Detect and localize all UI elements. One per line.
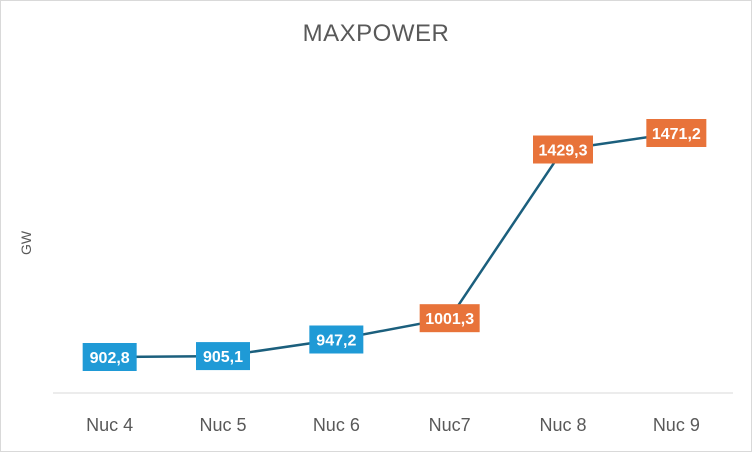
data-label-box xyxy=(309,325,364,354)
data-label-box xyxy=(82,343,137,371)
x-tick-label: Nuc 9 xyxy=(653,415,700,435)
data-label: 902,8 xyxy=(90,350,130,367)
x-tick-label: Nuc 8 xyxy=(539,415,586,435)
x-tick-label: Nuc 6 xyxy=(313,415,360,435)
x-tick-label: Nuc 4 xyxy=(86,415,133,435)
data-label-box xyxy=(646,119,707,147)
data-label-box xyxy=(419,304,480,333)
data-label: 1471,2 xyxy=(652,126,701,143)
chart-title: MAXPOWER xyxy=(302,20,450,47)
data-label: 905,1 xyxy=(203,349,243,366)
data-label-box xyxy=(196,342,250,371)
series-line xyxy=(109,131,677,359)
data-label: 1001,3 xyxy=(425,311,474,328)
data-label: 947,2 xyxy=(316,333,356,350)
data-label: 1429,3 xyxy=(539,143,588,160)
x-tick-label: Nuc 5 xyxy=(199,415,246,435)
data-label-box xyxy=(533,135,593,164)
x-tick-label: Nuc7 xyxy=(429,415,471,435)
